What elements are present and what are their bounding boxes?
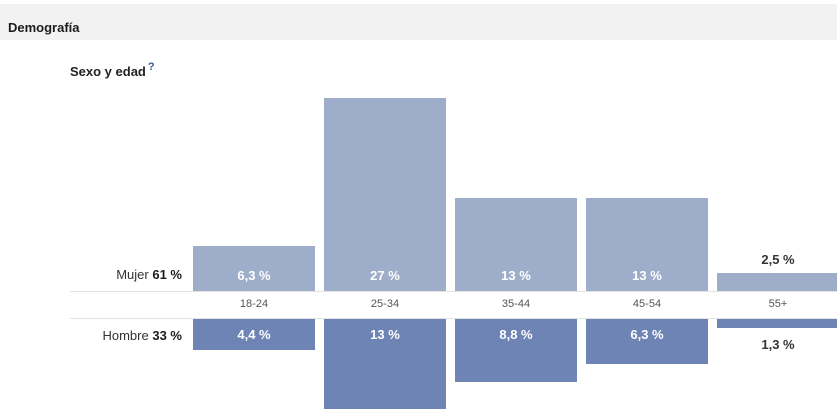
bar-male-25-34[interactable] — [324, 319, 446, 409]
tick-label-18-24: 18-24 — [239, 298, 269, 310]
section-title: Demografía — [8, 20, 80, 35]
bar-female-25-34[interactable] — [324, 98, 446, 291]
female-series-name: Mujer — [116, 267, 149, 282]
data-label-male-45-54: 6,3 % — [630, 327, 664, 342]
bar-female-55plus[interactable] — [717, 273, 837, 291]
data-label-male-55plus: 1,3 % — [761, 337, 795, 353]
data-label-male-25-34: 13 % — [370, 327, 400, 342]
data-label-female-18-24: 6,3 % — [237, 268, 271, 283]
help-link[interactable]: ? — [147, 61, 155, 73]
bar-male-55plus[interactable] — [717, 319, 837, 329]
bar-female-35-44[interactable] — [455, 198, 577, 291]
bar-female-45-54[interactable] — [586, 198, 708, 291]
bar-male-18-24[interactable] — [193, 319, 315, 351]
age-axis-band — [70, 291, 837, 319]
tick-label-45-54: 45-54 — [632, 298, 662, 310]
bar-female-18-24[interactable] — [193, 245, 315, 291]
bar-male-45-54[interactable] — [586, 319, 708, 365]
tick-label-35-44: 35-44 — [501, 298, 531, 310]
male-row-label: Hombre 33 % — [102, 329, 182, 343]
section-header: Demografía — [0, 4, 837, 40]
tick-label-25-34: 25-34 — [370, 298, 400, 310]
male-total: 33 % — [152, 328, 182, 343]
data-label-male-18-24: 4,4 % — [237, 327, 271, 342]
data-label-female-55plus: 2,5 % — [761, 252, 795, 268]
chart-title: Sexo y edad? — [70, 61, 155, 80]
tick-label-55plus: 55+ — [768, 298, 788, 310]
data-label-female-35-44: 13 % — [501, 268, 531, 283]
male-series-name: Hombre — [102, 328, 149, 343]
female-total: 61 % — [152, 267, 182, 282]
data-label-female-25-34: 27 % — [370, 268, 400, 283]
female-row-label: Mujer 61 % — [116, 268, 182, 282]
bar-male-35-44[interactable] — [455, 319, 577, 382]
data-label-female-45-54: 13 % — [632, 268, 662, 283]
chart-title-text: Sexo y edad — [70, 64, 146, 79]
data-label-male-35-44: 8,8 % — [499, 327, 533, 342]
